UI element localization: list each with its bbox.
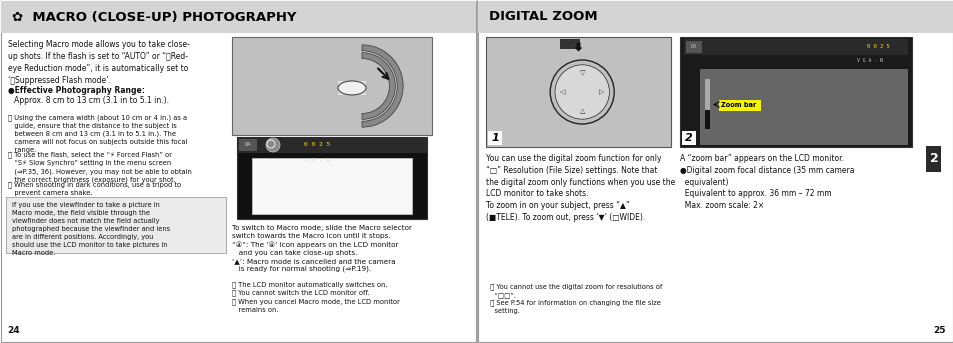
Text: If you use the viewfinder to take a picture in
Macro mode, the field visible thr: If you use the viewfinder to take a pict… bbox=[12, 202, 170, 256]
Text: 0 0 2 5: 0 0 2 5 bbox=[866, 45, 889, 49]
Bar bbox=[1, 1, 476, 342]
Wedge shape bbox=[361, 45, 403, 127]
Bar bbox=[477, 1, 952, 342]
Text: DA: DA bbox=[245, 142, 251, 147]
Text: 2: 2 bbox=[928, 153, 938, 166]
Text: 24: 24 bbox=[7, 326, 20, 335]
Text: ▷: ▷ bbox=[598, 89, 603, 95]
Bar bbox=[485, 37, 670, 147]
Circle shape bbox=[266, 138, 280, 152]
Bar bbox=[559, 39, 579, 49]
Bar bbox=[236, 137, 427, 219]
Text: To switch to Macro mode, slide the Macro selector
switch towards the Macro icon : To switch to Macro mode, slide the Macro… bbox=[232, 225, 412, 272]
Text: ⑆ To use the flash, select the “⚡ Forced Flash” or
   “S⚡ Slow Synchro” setting : ⑆ To use the flash, select the “⚡ Forced… bbox=[8, 151, 192, 183]
Text: ⑆ The LCD monitor automatically switches on.: ⑆ The LCD monitor automatically switches… bbox=[232, 281, 387, 288]
Text: ⑆ You cannot use the digital zoom for resolutions of
    “□□”.
  ⑆ See P.54 for : ⑆ You cannot use the digital zoom for re… bbox=[485, 283, 661, 314]
Text: A “zoom bar” appears on the LCD monitor.
●Digital zoom focal distance (35 mm cam: A “zoom bar” appears on the LCD monitor.… bbox=[679, 154, 854, 210]
Text: ✿  MACRO (CLOSE-UP) PHOTOGRAPHY: ✿ MACRO (CLOSE-UP) PHOTOGRAPHY bbox=[12, 11, 296, 24]
Text: 1: 1 bbox=[491, 133, 498, 143]
Text: Selecting Macro mode allows you to take close-
up shots. If the flash is set to : Selecting Macro mode allows you to take … bbox=[8, 40, 190, 85]
Bar bbox=[477, 1, 952, 33]
Text: 2: 2 bbox=[684, 133, 692, 143]
Text: ●Effective Photography Range:: ●Effective Photography Range: bbox=[8, 86, 145, 95]
Bar bbox=[683, 39, 907, 55]
Text: V G A · N: V G A · N bbox=[856, 59, 882, 63]
Bar bbox=[925, 146, 940, 172]
Text: 1 M · N: 1 M · N bbox=[304, 158, 330, 164]
Text: 25: 25 bbox=[933, 326, 945, 335]
Text: ▽: ▽ bbox=[578, 70, 584, 76]
Text: 0 0 2 5: 0 0 2 5 bbox=[304, 142, 330, 147]
Text: ◁: ◁ bbox=[559, 89, 565, 95]
Bar bbox=[239, 139, 256, 151]
Ellipse shape bbox=[337, 81, 366, 95]
Bar bbox=[252, 158, 412, 214]
Bar bbox=[685, 41, 701, 53]
Bar bbox=[488, 131, 501, 145]
FancyArrow shape bbox=[574, 43, 582, 51]
Bar bbox=[337, 81, 366, 95]
Text: Approx. 8 cm to 13 cm (3.1 in to 5.1 in.).: Approx. 8 cm to 13 cm (3.1 in to 5.1 in.… bbox=[14, 96, 169, 105]
Text: ⑆ You cannot switch the LCD monitor off.: ⑆ You cannot switch the LCD monitor off. bbox=[232, 289, 369, 296]
Text: Zoom bar: Zoom bar bbox=[720, 102, 756, 108]
Text: You can use the digital zoom function for only
“□” Resolution (File Size) settin: You can use the digital zoom function fo… bbox=[485, 154, 675, 222]
Bar bbox=[704, 110, 709, 129]
Bar bbox=[700, 69, 907, 145]
Bar bbox=[681, 131, 696, 145]
Text: DIGITAL ZOOM: DIGITAL ZOOM bbox=[489, 11, 597, 24]
Bar bbox=[1, 1, 476, 33]
Bar bbox=[232, 37, 432, 135]
Bar bbox=[236, 137, 427, 153]
Text: ⑆ When shooting in dark conditions, use a tripod to
   prevent camera shake.: ⑆ When shooting in dark conditions, use … bbox=[8, 181, 181, 196]
Bar bbox=[679, 37, 911, 147]
Text: ⑆ Using the camera width (about 10 cm or 4 in.) as a
   guide, ensure that the d: ⑆ Using the camera width (about 10 cm or… bbox=[8, 114, 187, 153]
Text: △: △ bbox=[578, 108, 584, 114]
Text: ⑆ When you cancel Macro mode, the LCD monitor
   remains on.: ⑆ When you cancel Macro mode, the LCD mo… bbox=[232, 298, 399, 312]
Bar bbox=[719, 99, 760, 110]
FancyBboxPatch shape bbox=[6, 197, 226, 253]
Bar bbox=[704, 79, 709, 129]
Wedge shape bbox=[361, 53, 395, 119]
Circle shape bbox=[555, 65, 609, 119]
Text: DA: DA bbox=[690, 45, 697, 49]
